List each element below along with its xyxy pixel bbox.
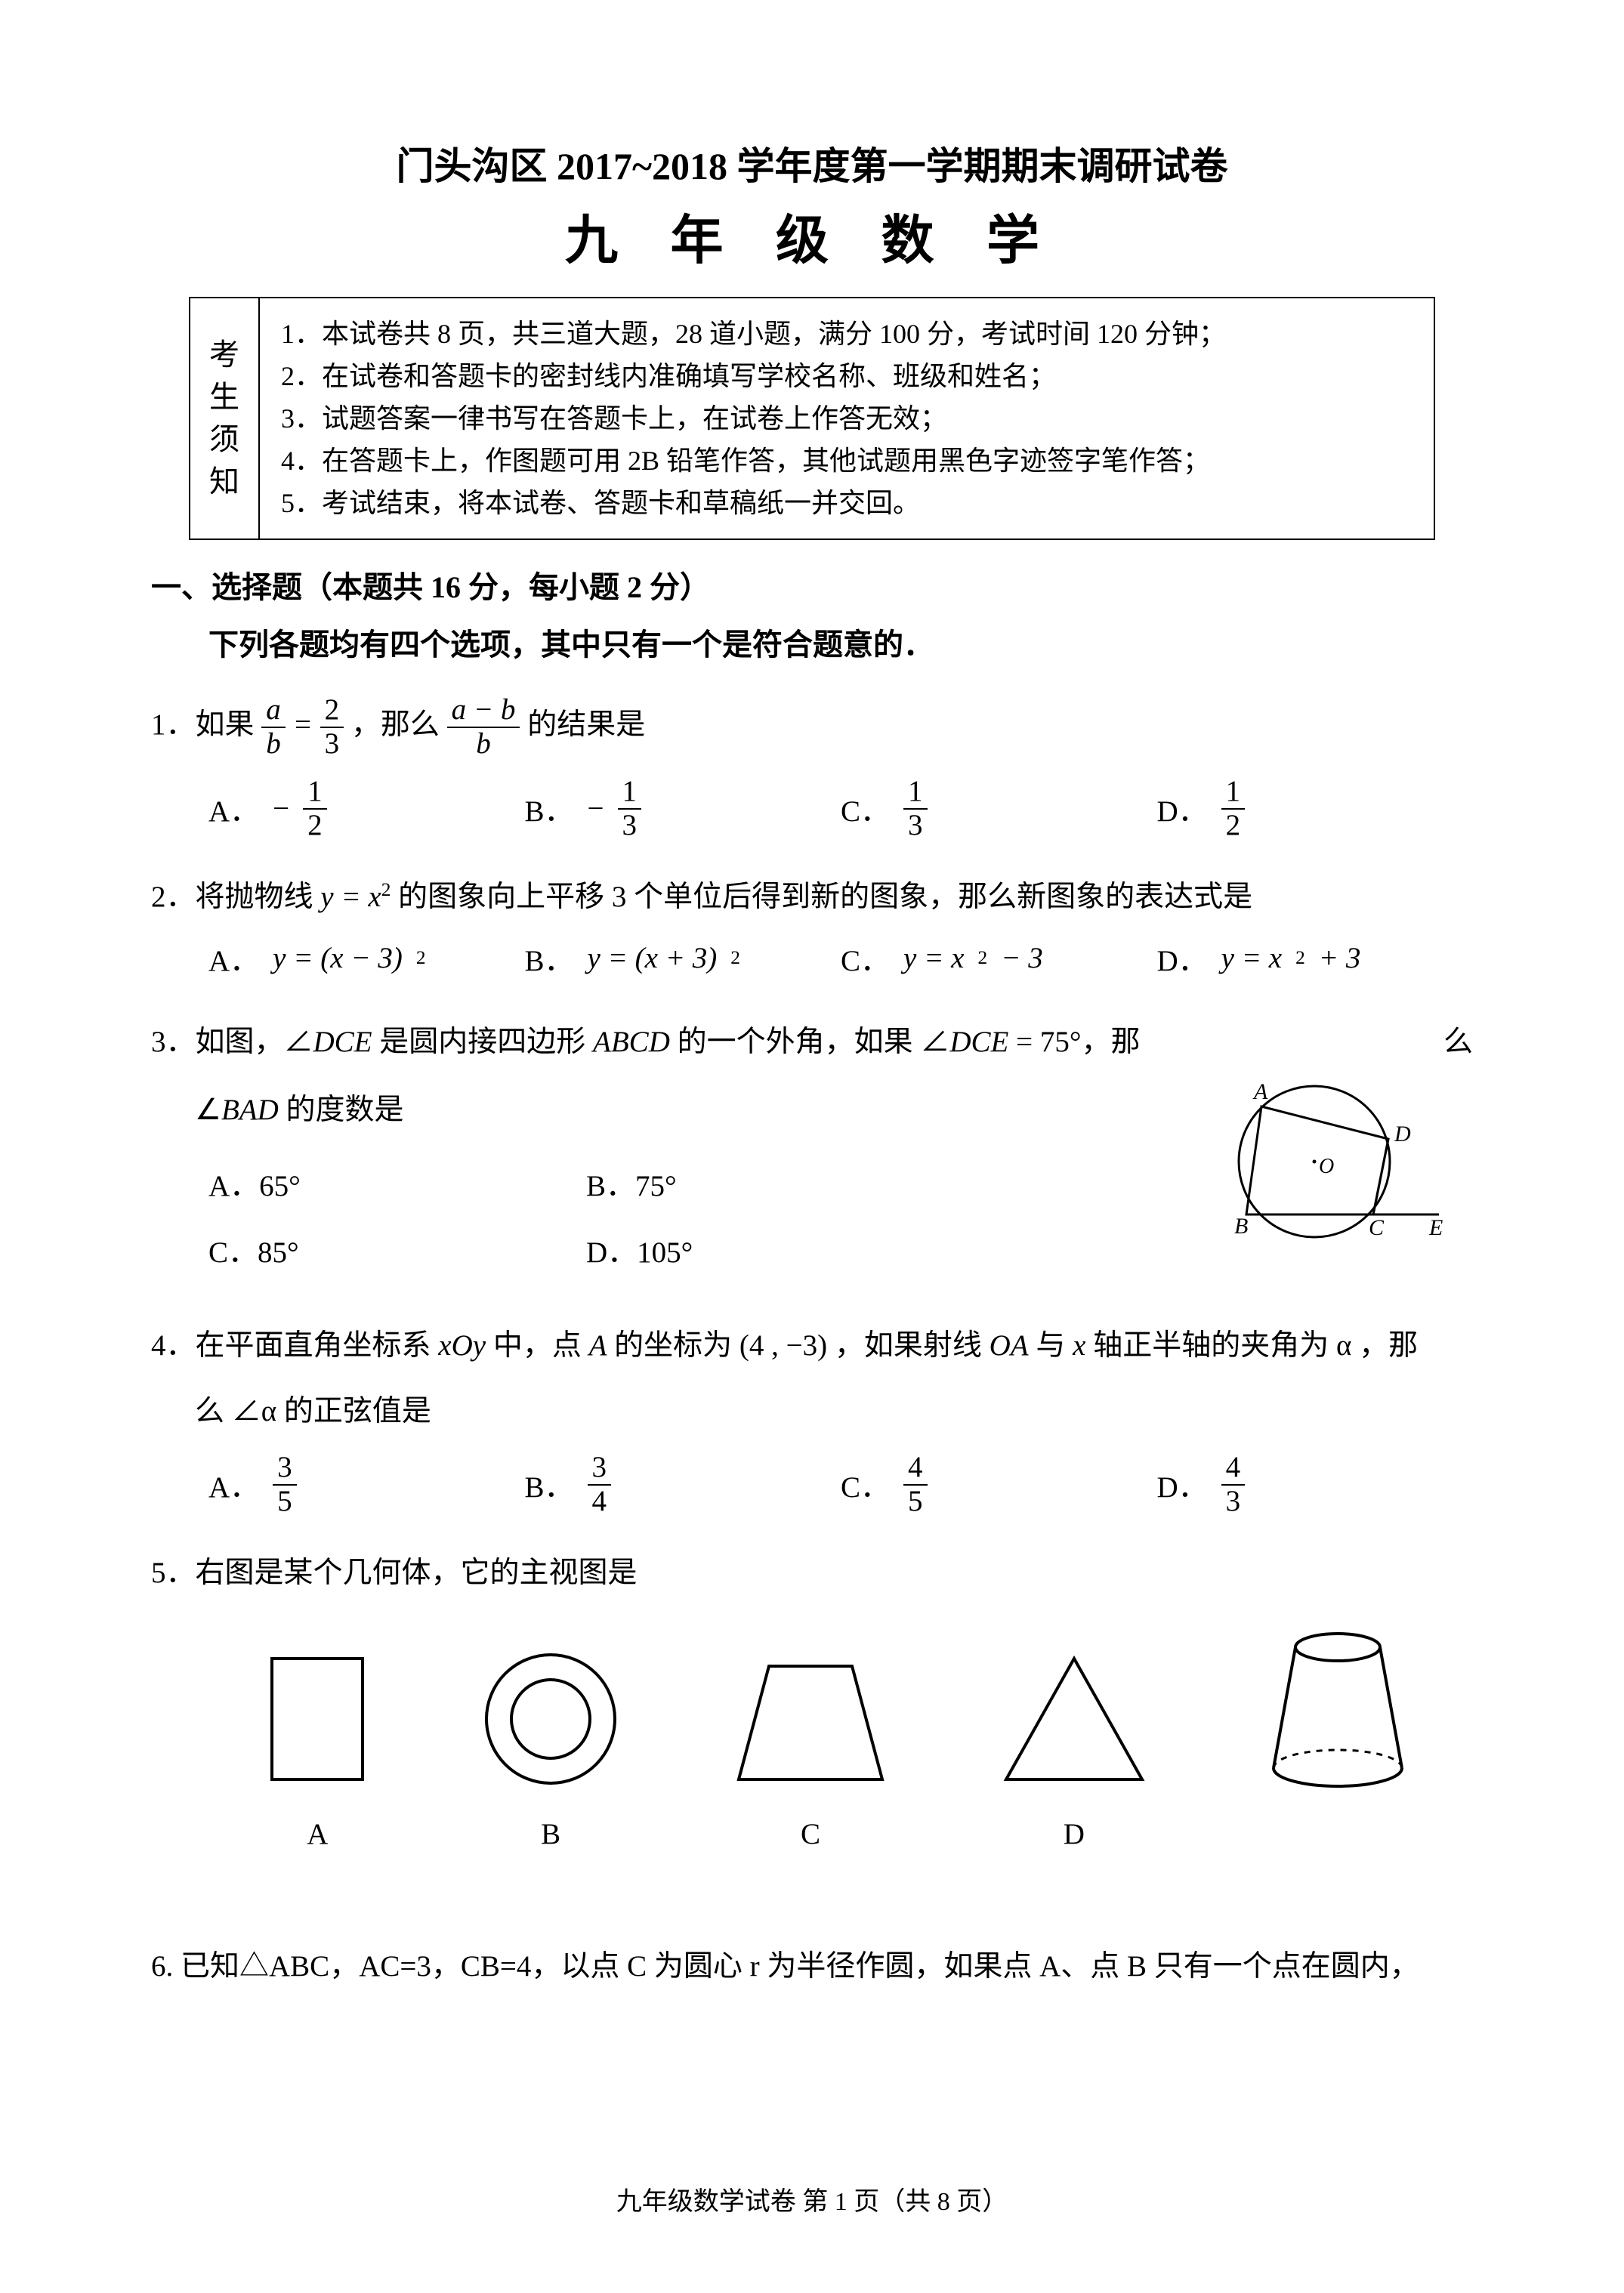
q5-solid-figure bbox=[1251, 1621, 1425, 1851]
notice-item: 4．在答题卡上，作图题可用 2B 铅笔作答，其他试题用黑色字迹签字笔作答； bbox=[281, 440, 1413, 481]
triangle-shape bbox=[995, 1643, 1153, 1795]
question-2: 2．将抛物线 y = x2 的图象向上平移 3 个单位后得到新的图象，那么新图象… bbox=[151, 872, 1473, 922]
trapezoid-shape bbox=[724, 1643, 897, 1795]
question-1: 1．如果 a b = 2 3 ，那么 a − b b 的结果是 bbox=[151, 694, 1473, 761]
notice-item: 2．在试卷和答题卡的密封线内准确填写学校名称、班级和姓名； bbox=[281, 356, 1413, 397]
q3-option-d: D．105° bbox=[586, 1229, 964, 1271]
notice-item: 3．试题答案一律书写在答题卡上，在试卷上作答无效； bbox=[281, 398, 1413, 439]
q4-option-b: B．34 bbox=[525, 1452, 841, 1518]
q1-frac-23: 2 3 bbox=[320, 694, 344, 761]
q1-text: 1．如果 bbox=[151, 708, 261, 741]
q3-option-b: B．75° bbox=[586, 1162, 964, 1205]
q1-option-c: C． 13 bbox=[841, 776, 1157, 842]
q1-option-d: D． 12 bbox=[1157, 776, 1474, 842]
notice-items: 1．本试卷共 8 页，共三道大题，28 道小题，满分 100 分，考试时间 12… bbox=[260, 298, 1434, 539]
question-4: 4．在平面直角坐标系 xOy 中，点 A 的坐标为 (4 , −3) ，如果射线… bbox=[151, 1321, 1473, 1371]
q3-options: A．65° B．75° C．85° D．105° bbox=[208, 1150, 964, 1283]
q3-option-c: C．85° bbox=[208, 1229, 586, 1271]
rectangle-shape bbox=[257, 1643, 378, 1795]
svg-text:E: E bbox=[1428, 1215, 1443, 1240]
q1-eq: = bbox=[293, 708, 320, 741]
q3-option-a: A．65° bbox=[208, 1162, 586, 1205]
question-6: 6. 已知△ABC，AC=3，CB=4，以点 C 为圆心 r 为半径作圆，如果点… bbox=[151, 1942, 1473, 1992]
q1-option-a: A． − 12 bbox=[208, 776, 525, 842]
q2-option-c: C．y = x2 − 3 bbox=[841, 937, 1157, 980]
q3-trailing: 么 bbox=[1201, 1017, 1473, 1067]
question-4-line2: 么 ∠α 的正弦值是 bbox=[195, 1387, 1473, 1437]
svg-text:B: B bbox=[1234, 1214, 1248, 1239]
q1-text: ，那么 bbox=[351, 708, 447, 741]
q5-option-b: B bbox=[475, 1643, 626, 1851]
q5-option-c: C bbox=[724, 1643, 897, 1851]
page-footer: 九年级数学试卷 第 1 页（共 8 页） bbox=[0, 2180, 1624, 2217]
q5-option-a: A bbox=[257, 1643, 378, 1851]
frustum-shape bbox=[1251, 1621, 1425, 1795]
notice-label: 考 生 须 知 bbox=[190, 298, 260, 539]
q2-option-d: D．y = x2 + 3 bbox=[1157, 937, 1474, 980]
notice-char: 须 bbox=[209, 418, 239, 461]
q3-figure: 么 A D B C E O bbox=[1201, 987, 1473, 1252]
q1-options: A． − 12 B． − 13 C． 13 D． 12 bbox=[208, 776, 1473, 842]
notice-char: 生 bbox=[209, 376, 239, 418]
svg-text:A: A bbox=[1252, 1079, 1268, 1104]
q5-figures: A B C D bbox=[208, 1621, 1473, 1851]
q2-option-b: B．y = (x + 3)2 bbox=[525, 937, 841, 980]
q1-option-b: B． − 13 bbox=[525, 776, 841, 842]
page-title: 门头沟区 2017~2018 学年度第一学期期末调研试卷 bbox=[151, 136, 1473, 190]
question-5: 5．右图是某个几何体，它的主视图是 bbox=[151, 1548, 1473, 1598]
q2-option-a: A．y = (x − 3)2 bbox=[208, 937, 525, 980]
question-3-wrap: 3．如图，∠DCE 是圆内接四边形 ABCD 的一个外角，如果 ∠DCE = 7… bbox=[151, 987, 1473, 1292]
q1-frac-ab: a b bbox=[261, 694, 286, 761]
notice-char: 考 bbox=[209, 334, 239, 376]
notice-box: 考 生 须 知 1．本试卷共 8 页，共三道大题，28 道小题，满分 100 分… bbox=[189, 297, 1435, 540]
q4-option-a: A．35 bbox=[208, 1452, 525, 1518]
section-heading: 一、选择题（本题共 16 分，每小题 2 分） bbox=[151, 563, 1473, 606]
annulus-shape bbox=[475, 1643, 626, 1795]
page-subtitle: 九 年 级 数 学 bbox=[151, 198, 1473, 274]
svg-text:O: O bbox=[1319, 1155, 1334, 1178]
section-subheading: 下列各题均有四个选项，其中只有一个是符合题意的． bbox=[208, 620, 1473, 664]
notice-item: 5．考试结束，将本试卷、答题卡和草稿纸一并交回。 bbox=[281, 483, 1413, 523]
q1-text: 的结果是 bbox=[527, 708, 645, 741]
svg-text:D: D bbox=[1394, 1122, 1411, 1146]
q4-options: A．35 B．34 C．45 D．43 bbox=[208, 1452, 1473, 1518]
q2-options: A．y = (x − 3)2 B．y = (x + 3)2 C．y = x2 −… bbox=[208, 937, 1473, 980]
q4-option-d: D．43 bbox=[1157, 1452, 1474, 1518]
svg-text:C: C bbox=[1369, 1215, 1385, 1240]
exam-page: 门头沟区 2017~2018 学年度第一学期期末调研试卷 九 年 级 数 学 考… bbox=[0, 0, 1624, 2293]
question-3-line2: ∠BAD 的度数是 bbox=[195, 1085, 1178, 1135]
circle-diagram: A D B C E O bbox=[1201, 1067, 1458, 1248]
question-3: 3．如图，∠DCE 是圆内接四边形 ABCD 的一个外角，如果 ∠DCE = 7… bbox=[151, 1017, 1178, 1067]
q4-option-c: C．45 bbox=[841, 1452, 1157, 1518]
notice-item: 1．本试卷共 8 页，共三道大题，28 道小题，满分 100 分，考试时间 12… bbox=[281, 313, 1413, 354]
notice-char: 知 bbox=[209, 461, 239, 503]
q1-frac-ambb: a − b b bbox=[447, 694, 520, 761]
q5-option-d: D bbox=[995, 1643, 1153, 1851]
